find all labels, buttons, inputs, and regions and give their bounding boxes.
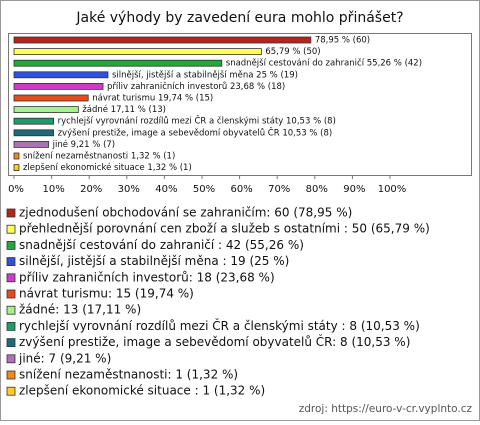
legend-label: silnější, jistější a stabilnější měna : … bbox=[19, 254, 289, 268]
legend-label: snadnější cestování do zahraničí : 42 (5… bbox=[19, 238, 304, 252]
legend-label: zvýšení prestiže, image a sebevědomí oby… bbox=[19, 334, 410, 349]
legend-swatch bbox=[6, 208, 16, 218]
bar-label: zlepšení ekonomické situace 1,32 % (1) bbox=[23, 162, 192, 173]
bar bbox=[13, 83, 104, 90]
bar bbox=[13, 117, 54, 125]
bar bbox=[13, 94, 89, 102]
legend-label: přehlednější porovnání cen zboží a služe… bbox=[19, 222, 430, 236]
bar-label: návrat turismu 19,74 % (15) bbox=[92, 94, 213, 104]
legend-swatch bbox=[6, 289, 16, 299]
bar-label: silnější, jistější a stabilnější měna 25… bbox=[112, 69, 298, 80]
plot-area bbox=[8, 33, 472, 176]
legend-swatch bbox=[6, 386, 16, 396]
legend-label: zjednodušení obchodování se zahraničím: … bbox=[19, 206, 352, 220]
legend-label: žádné: 13 (17,11 %) bbox=[19, 303, 141, 317]
x-tick-label: 40% bbox=[155, 184, 177, 195]
x-tick-label: 90% bbox=[343, 184, 365, 195]
legend-swatch bbox=[6, 370, 16, 380]
bar bbox=[13, 129, 54, 137]
legend-label: jiné: 7 (9,21 %) bbox=[18, 351, 111, 365]
x-tick-label: 50% bbox=[193, 184, 215, 195]
bar-label: snadnější cestování do zahraničí 55,26 %… bbox=[226, 58, 422, 69]
bar-label: 65,79 % (50) bbox=[265, 47, 320, 57]
legend-swatch bbox=[6, 354, 16, 364]
bar-label: zvýšení prestiže, image a sebevědomí oby… bbox=[58, 126, 333, 138]
chart-title: Jaké výhody by zavedení eura mohlo přiná… bbox=[75, 10, 403, 26]
legend-label: snížení nezaměstnanosti: 1 (1,32 %) bbox=[19, 368, 238, 382]
bar-label: 78,95 % (60) bbox=[315, 36, 370, 46]
bar bbox=[13, 152, 20, 160]
legend-swatch bbox=[6, 321, 16, 331]
x-tick-label: 70% bbox=[268, 184, 290, 195]
x-tick-label: 30% bbox=[118, 184, 140, 195]
x-tick-label: 0% bbox=[8, 184, 24, 195]
bar bbox=[13, 71, 109, 79]
legend-swatch bbox=[6, 240, 16, 250]
bar bbox=[13, 106, 79, 113]
legend-swatch bbox=[6, 305, 16, 315]
bar bbox=[13, 59, 223, 67]
x-tick-label: 100% bbox=[378, 184, 407, 195]
legend-swatch bbox=[6, 273, 16, 283]
x-tick-label: 80% bbox=[306, 184, 328, 195]
legend-swatch bbox=[6, 338, 16, 348]
legend-label: rychlejší vyrovnání rozdílů mezi ČR a čl… bbox=[19, 318, 420, 333]
bar-label: snížení nezaměstnanosti 1,32 % (1) bbox=[23, 152, 175, 162]
bar-label: příliv zahraničních investorů 23,68 % (1… bbox=[107, 81, 285, 92]
legend-label: zlepšení ekonomické situace : 1 (1,32 %) bbox=[19, 384, 265, 398]
legend-swatch bbox=[6, 224, 16, 234]
source: zdroj: https://euro-v-cr.vyplnto.cz bbox=[299, 403, 473, 415]
bar bbox=[13, 48, 262, 55]
x-tick-label: 20% bbox=[80, 184, 102, 195]
bar bbox=[13, 164, 20, 172]
bar-label: rychlejší vyrovnání rozdílů mezi ČR a čl… bbox=[58, 115, 336, 127]
legend-label: příliv zahraničních investorů: 18 (23,68… bbox=[19, 270, 275, 284]
bar-label: jiné 9,21 % (7) bbox=[52, 139, 116, 150]
x-tick-label: 10% bbox=[42, 184, 64, 195]
bar-label: žádné 17,11 % (13) bbox=[82, 104, 166, 115]
bar bbox=[13, 140, 50, 148]
legend-swatch bbox=[6, 257, 16, 267]
bar bbox=[13, 36, 312, 44]
x-tick-label: 60% bbox=[230, 184, 252, 195]
legend-label: návrat turismu: 15 (19,74 %) bbox=[19, 287, 194, 301]
